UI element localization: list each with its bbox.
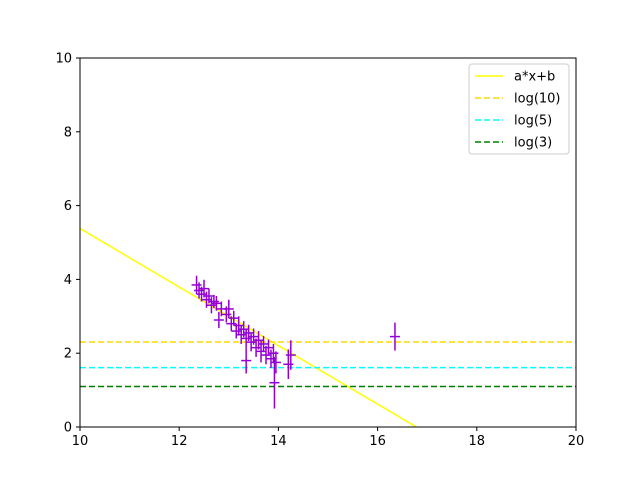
plot-content [80,227,576,427]
x-tick-label: 16 [369,434,386,449]
data-point [269,356,280,409]
data-point [389,322,400,351]
data-point [270,351,281,374]
x-tick-label: 12 [171,434,188,449]
y-tick-label: 8 [64,125,72,140]
y-tick-label: 0 [64,421,72,436]
y-tick-label: 2 [64,347,72,362]
data-point [258,335,269,353]
legend-label: log(5) [514,114,552,129]
data-point [206,297,217,314]
legend-label: log(3) [514,136,552,151]
data-point [223,299,234,319]
data-point [233,316,244,335]
legend-label: a*x+b [514,70,555,85]
legend: a*x+b log(10) log(5) log(3) [468,63,570,155]
legend-box [468,63,570,155]
legend-label: log(10) [514,92,561,107]
data-point [228,310,239,326]
data-point [194,282,205,299]
y-tick-label: 10 [55,52,72,67]
data-point [213,311,224,329]
data-point [238,321,249,338]
data-point [285,340,296,370]
axes-frame [79,57,577,428]
data-point [241,347,252,374]
data-point [251,338,262,357]
data-point [208,294,219,309]
data-point [268,343,279,363]
x-tick-label: 10 [72,434,89,449]
x-tick-label: 18 [469,434,486,449]
x-tick-label: 14 [270,434,287,449]
x-tick-label: 20 [568,434,585,449]
data-point [199,279,209,298]
data-point [248,328,259,345]
data-point [243,324,254,342]
y-tick-label: 6 [64,199,72,214]
data-point [261,345,271,365]
y-tick-label: 4 [64,273,72,288]
data-point [253,331,264,350]
